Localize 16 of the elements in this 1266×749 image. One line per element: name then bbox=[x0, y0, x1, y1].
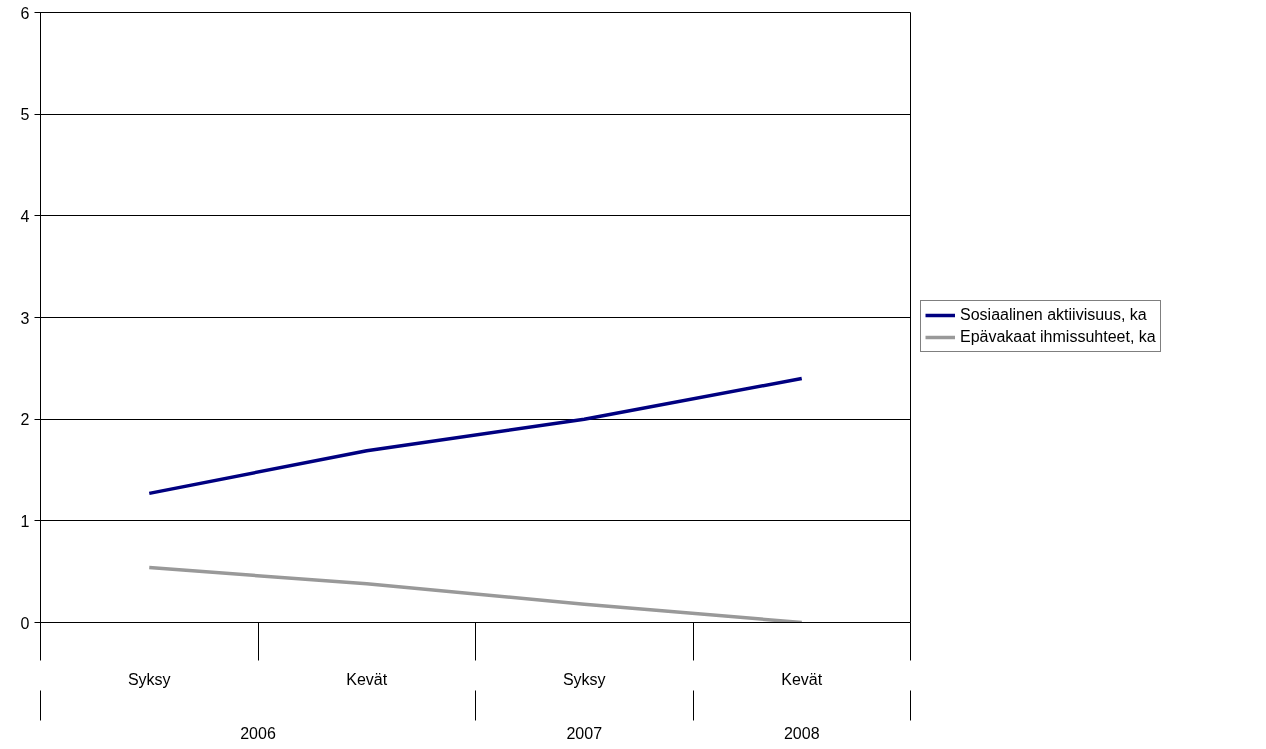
text: 2007 bbox=[566, 724, 603, 742]
y-tick-label: 5 bbox=[20, 106, 30, 124]
y-tick-label: 4 bbox=[20, 207, 30, 225]
y-tick-label: 2 bbox=[20, 411, 30, 429]
legend-label: Sosiaalinen aktiivisuus, ka bbox=[960, 306, 1147, 324]
text: 2006 bbox=[240, 724, 276, 742]
y-tick-label: 3 bbox=[20, 309, 30, 327]
y-tick-label: 0 bbox=[20, 614, 30, 632]
legend-label: Epävakaat ihmissuhteet, ka bbox=[960, 328, 1156, 346]
x-tick-label: Syksy bbox=[127, 670, 171, 688]
y-tick-label: 1 bbox=[20, 512, 30, 530]
x-tick-label: Syksy bbox=[562, 670, 606, 688]
y-tick-label: 6 bbox=[20, 4, 30, 22]
x-tick-label: Kevät bbox=[781, 670, 823, 688]
text: 2008 bbox=[783, 724, 820, 742]
x-tick-label: Kevät bbox=[346, 670, 388, 688]
